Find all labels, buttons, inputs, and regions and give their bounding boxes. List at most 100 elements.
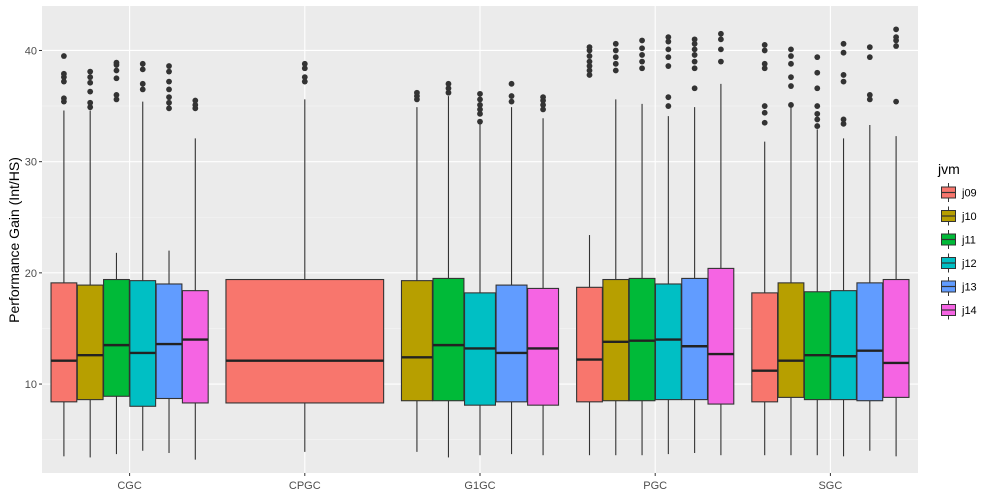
box-CPGC-j09 (225, 60, 385, 452)
y-tick-label: 20 (25, 268, 37, 280)
box-G1GC-j13 (495, 80, 528, 455)
outlier-point (301, 60, 308, 67)
outlier-point (691, 52, 698, 58)
outlier-point (540, 94, 546, 101)
y-axis-title: Performance Gain (Int/HS) (6, 157, 22, 323)
outlier-point (113, 92, 120, 98)
legend-label: j14 (961, 305, 977, 317)
outlier-point (301, 74, 308, 81)
outlier-point (665, 46, 672, 53)
outlier-point (445, 80, 452, 87)
outlier-point (840, 40, 847, 47)
outlier-point (691, 65, 698, 72)
outlier-point (893, 43, 899, 49)
boxes (50, 26, 910, 460)
outlier-point (192, 97, 199, 104)
box-SGC-j12 (830, 40, 857, 457)
outlier-point (639, 52, 645, 58)
outlier-point (139, 60, 146, 67)
box-PGC-j11 (628, 37, 656, 456)
outlier-point (840, 49, 847, 56)
x-tick-label: CPGC (289, 480, 321, 492)
box-body (751, 292, 779, 403)
outlier-point (639, 58, 645, 65)
outlier-point (192, 102, 199, 108)
x-tick-label: SGC (818, 480, 842, 492)
outlier-point (665, 63, 672, 69)
box-body (777, 282, 805, 398)
outlier-point (477, 118, 483, 125)
legend-label: j09 (961, 188, 977, 200)
outlier-point (691, 58, 698, 65)
box-SGC-j13 (856, 44, 884, 451)
outlier-point (893, 26, 899, 33)
outlier-point (166, 99, 172, 106)
outlier-point (814, 85, 821, 92)
outlier-point (814, 69, 821, 76)
box-CGC-j14 (181, 97, 209, 460)
box-body (830, 290, 857, 401)
outlier-point (166, 86, 172, 93)
x-tick-label: CGC (117, 480, 142, 492)
box-CGC-j12 (129, 60, 157, 451)
outlier-point (612, 54, 619, 61)
outlier-point (718, 30, 724, 37)
box-body (681, 277, 709, 401)
outlier-point (139, 66, 146, 73)
box-body (50, 282, 78, 403)
box-PGC-j13 (681, 36, 709, 453)
outlier-point (665, 103, 672, 109)
outlier-point (586, 67, 593, 74)
outlier-point (866, 54, 873, 61)
box-body (654, 283, 682, 401)
legend-label: j13 (961, 282, 977, 294)
box-SGC-j09 (751, 42, 779, 456)
outlier-point (761, 103, 768, 109)
legend-title: jvm (937, 161, 960, 177)
box-SGC-j14 (882, 26, 910, 457)
outlier-point (166, 105, 172, 112)
outlier-point (113, 59, 120, 66)
outlier-point (87, 104, 94, 111)
outlier-point (840, 116, 847, 123)
outlier-point (612, 40, 619, 47)
x-tick-label: G1GC (464, 480, 495, 492)
legend-item-j14: j14 (941, 300, 977, 320)
outlier-point (761, 60, 768, 67)
outlier-point (612, 60, 619, 67)
outlier-point (893, 34, 899, 41)
outlier-point (612, 47, 619, 54)
outlier-point (761, 119, 768, 126)
outlier-point (788, 102, 794, 108)
outlier-point (508, 93, 515, 99)
outlier-point (665, 54, 672, 61)
box-G1GC-j10 (400, 89, 433, 452)
outlier-point (113, 96, 120, 103)
x-axis-ticks: CGC CPGC G1GC PGC SGC (117, 473, 842, 492)
outlier-point (586, 63, 593, 69)
box-body (495, 284, 528, 403)
box-body (432, 277, 465, 402)
box-PGC-j12 (654, 34, 682, 455)
outlier-point (788, 60, 794, 67)
outlier-point (113, 67, 120, 74)
x-tick-label: PGC (643, 480, 667, 492)
outlier-point (691, 40, 698, 47)
box-CGC-j09 (50, 53, 78, 457)
outlier-point (87, 79, 94, 86)
outlier-point (788, 53, 794, 59)
outlier-point (586, 58, 593, 65)
outlier-point (718, 36, 724, 43)
outlier-point (61, 95, 67, 102)
outlier-point (414, 89, 420, 96)
outlier-point (477, 110, 483, 117)
box-body (602, 278, 630, 402)
outlier-point (691, 36, 698, 43)
outlier-point (166, 63, 172, 69)
legend: jvm j09 j10 j11 j12 j13 j14 (937, 161, 977, 320)
outlier-point (788, 74, 794, 81)
outlier-point (840, 72, 847, 78)
outlier-point (166, 94, 172, 101)
outlier-point (893, 98, 899, 105)
